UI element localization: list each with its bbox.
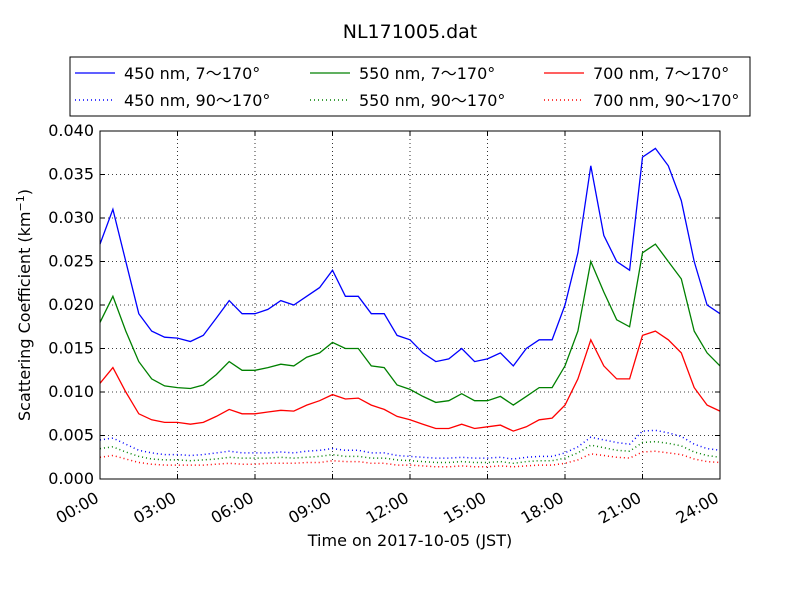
x-tick-label: 06:00 [208,488,257,528]
y-tick-label: 0.015 [48,339,94,358]
y-tick-label: 0.020 [48,295,94,314]
series-line [99,330,721,432]
series-line [99,429,721,460]
y-tick-label: 0.010 [48,382,94,401]
legend-label: 450 nm, 90～170° [124,91,270,110]
data-series [99,147,721,468]
grid-lines [100,131,720,479]
x-tick-label: 12:00 [363,488,412,528]
y-axis-label-close: ) [15,189,34,195]
chart-title: NL171005.dat [343,21,478,43]
x-tick-label: 00:00 [53,488,102,528]
series-line [99,440,721,465]
x-tick-label: 18:00 [518,488,567,528]
series-line [99,147,721,367]
x-tick-label: 03:00 [130,488,179,528]
legend-label: 700 nm, 90～170° [593,91,739,110]
x-tick-label: 09:00 [285,488,334,528]
y-tick-label: 0.035 [48,165,94,184]
x-tick-label: 24:00 [673,488,722,528]
series-line [99,450,721,468]
x-tick-label: 15:00 [440,488,489,528]
y-axis-label: Scattering Coefficient (km−1) [14,189,34,421]
x-tick-label: 21:00 [595,488,644,528]
legend-label: 450 nm, 7～170° [124,64,260,83]
axis-ticks: 00:00 03:00 06:00 09:00 12:00 15:00 18:00 21:00… [48,121,722,528]
y-axis-label-main: Scattering Coefficient (km [15,211,34,421]
legend-label: 550 nm, 7～170° [359,64,495,83]
y-tick-label: 0.040 [48,121,94,140]
y-tick-label: 0.025 [48,252,94,271]
y-tick-label: 0.030 [48,208,94,227]
x-axis-label: Time on 2017-10-05 (JST) [307,531,512,550]
legend-label: 700 nm, 7～170° [593,64,729,83]
y-axis-label-superscript: −1 [14,195,27,211]
y-tick-label: 0.000 [48,469,94,488]
series-line [99,243,721,406]
legend-box [69,56,751,117]
y-tick-label: 0.005 [48,426,94,445]
legend-label: 550 nm, 90～170° [359,91,505,110]
legend: 450 nm, 7～170° 550 nm, 7～170° 700 nm, 7～17… [69,56,751,117]
